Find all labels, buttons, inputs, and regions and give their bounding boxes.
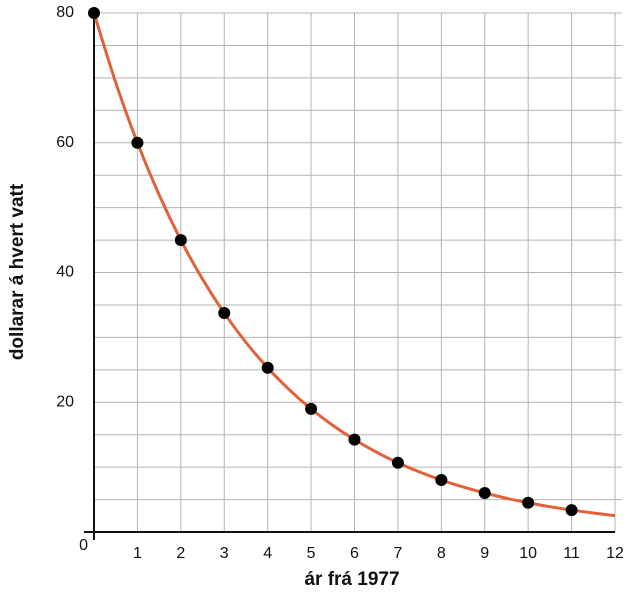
y-tick-label: 20 <box>56 393 74 410</box>
x-tick-label: 2 <box>176 545 185 562</box>
data-point <box>348 433 361 446</box>
y-tick-label: 0 <box>79 537 88 554</box>
x-tick-label: 9 <box>480 545 489 562</box>
x-tick-label: 8 <box>437 545 446 562</box>
data-point <box>565 504 578 517</box>
y-axis-title: dollarar á hvert vatt <box>7 183 28 360</box>
x-tick-label: 1 <box>133 545 142 562</box>
x-tick-label: 12 <box>606 545 624 562</box>
x-tick-label: 3 <box>220 545 229 562</box>
data-point <box>435 474 448 487</box>
data-point <box>131 136 144 149</box>
x-tick-label: 6 <box>350 545 359 562</box>
data-point <box>305 402 318 415</box>
data-point <box>522 496 535 509</box>
x-tick-label: 11 <box>563 545 580 562</box>
x-tick-label: 7 <box>393 545 402 562</box>
data-point <box>174 234 187 247</box>
data-point <box>88 7 100 19</box>
data-point <box>218 307 231 320</box>
y-tick-label: 40 <box>56 264 74 281</box>
data-point <box>478 487 491 500</box>
x-tick-label: 4 <box>263 545 272 562</box>
y-tick-label: 60 <box>56 134 74 151</box>
x-tick-label: 5 <box>307 545 316 562</box>
x-tick-label: 10 <box>519 545 537 562</box>
data-point <box>261 361 274 374</box>
x-axis-title: ár frá 1977 <box>304 569 399 590</box>
y-tick-label: 80 <box>56 4 74 21</box>
data-point <box>391 456 404 469</box>
